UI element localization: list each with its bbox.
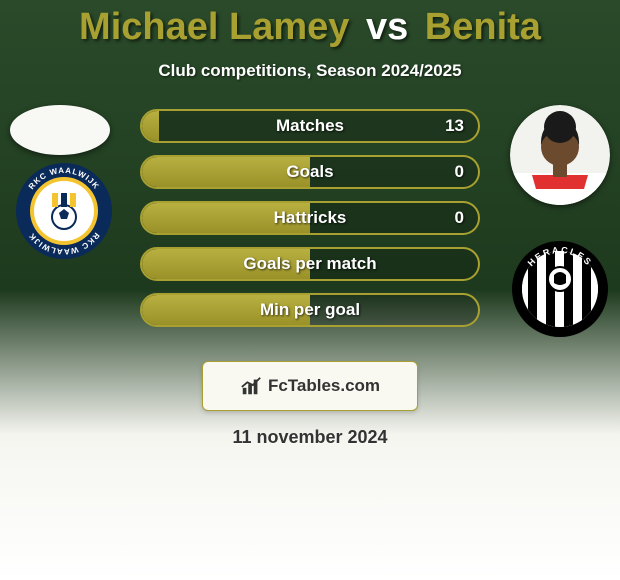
page-title: Michael Lamey vs Benita [0, 0, 620, 49]
date: 11 november 2024 [0, 427, 620, 448]
club-badge-right: HERACLES [510, 239, 610, 339]
heracles-badge-icon: HERACLES [510, 239, 610, 339]
title-player1: Michael Lamey [79, 6, 349, 48]
bar-goals: Goals 0 [140, 155, 480, 189]
bar-label: Hattricks [142, 203, 478, 233]
bar-label: Goals per match [142, 249, 478, 279]
bar-chart-icon [240, 375, 262, 397]
avatar-player2 [510, 105, 610, 205]
bar-value-right: 13 [445, 111, 464, 141]
title-vs: vs [366, 6, 408, 48]
bar-matches: Matches 13 [140, 109, 480, 143]
bar-label: Matches [142, 111, 478, 141]
rkc-waalwijk-badge-icon: RKC WAALWIJK RKC WAALWIJK [14, 161, 114, 261]
brand-badge[interactable]: FcTables.com [202, 361, 418, 411]
avatar-player1 [10, 105, 110, 155]
title-player2: Benita [425, 6, 541, 48]
bar-label: Min per goal [142, 295, 478, 325]
subtitle: Club competitions, Season 2024/2025 [0, 61, 620, 81]
brand-label: FcTables.com [268, 376, 380, 396]
bar-min-per-goal: Min per goal [140, 293, 480, 327]
stat-bars: Matches 13 Goals 0 Hattricks 0 Goals per… [140, 109, 480, 339]
bar-value-right: 0 [455, 157, 464, 187]
club-badge-left: RKC WAALWIJK RKC WAALWIJK [14, 161, 114, 261]
bar-hattricks: Hattricks 0 [140, 201, 480, 235]
player2-portrait-icon [510, 105, 610, 205]
bar-value-right: 0 [455, 203, 464, 233]
bar-goals-per-match: Goals per match [140, 247, 480, 281]
comparison-panel: RKC WAALWIJK RKC WAALWIJK [0, 109, 620, 349]
bar-label: Goals [142, 157, 478, 187]
